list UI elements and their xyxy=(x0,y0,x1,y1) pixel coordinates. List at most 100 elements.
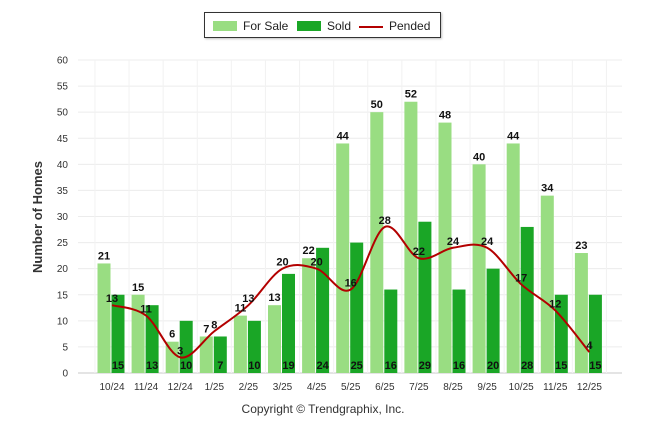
data-label-pended: 8 xyxy=(211,319,217,331)
y-tick-label: 50 xyxy=(57,108,69,119)
bar-sold[interactable] xyxy=(179,320,193,373)
pended-line xyxy=(111,225,591,359)
bars xyxy=(97,101,602,374)
y-tick-label: 5 xyxy=(62,342,68,353)
pended-series-line[interactable] xyxy=(111,225,591,359)
y-tick-label: 20 xyxy=(57,264,69,275)
bar-sold[interactable] xyxy=(486,268,500,373)
x-tick-label: 1/25 xyxy=(205,382,225,393)
data-label-sold: 24 xyxy=(316,360,329,372)
x-tick-label: 4/25 xyxy=(307,382,327,393)
data-label-sold: 13 xyxy=(146,360,158,372)
bar-for-sale[interactable] xyxy=(233,315,247,373)
x-tick-label: 7/25 xyxy=(409,382,429,393)
bar-sold[interactable] xyxy=(247,320,261,373)
data-label-pended: 4 xyxy=(586,340,593,352)
data-label-for-sale: 13 xyxy=(268,292,280,304)
data-label-for-sale: 22 xyxy=(302,245,314,257)
y-tick-label: 25 xyxy=(57,238,69,249)
bar-for-sale[interactable] xyxy=(268,305,281,373)
x-tick-label: 6/25 xyxy=(375,382,395,393)
bar-for-sale[interactable] xyxy=(540,195,554,373)
bar-sold[interactable] xyxy=(111,294,125,373)
data-label-pended: 16 xyxy=(345,278,357,290)
x-tick-label: 5/25 xyxy=(341,382,361,393)
data-label-sold: 10 xyxy=(248,360,260,372)
bar-sold[interactable] xyxy=(588,294,602,373)
bar-for-sale[interactable] xyxy=(199,336,213,373)
bar-for-sale[interactable] xyxy=(131,294,145,373)
x-tick-label: 11/25 xyxy=(543,382,568,393)
data-label-pended: 3 xyxy=(177,345,183,357)
x-tick-label: 11/24 xyxy=(134,382,159,393)
data-labels: 2115151361077111013192224442550165229481… xyxy=(98,89,602,372)
data-label-pended: 17 xyxy=(515,272,527,284)
bar-sold[interactable] xyxy=(213,336,227,373)
x-tick-label: 12/25 xyxy=(577,382,602,393)
bar-sold[interactable] xyxy=(384,289,398,373)
bar-sold[interactable] xyxy=(316,247,330,373)
data-label-sold: 10 xyxy=(180,360,192,372)
data-label-sold: 15 xyxy=(589,360,601,372)
x-tick-label: 9/25 xyxy=(477,382,497,393)
x-tick-label: 12/24 xyxy=(168,382,193,393)
data-label-for-sale: 34 xyxy=(541,183,554,195)
bar-sold[interactable] xyxy=(520,226,534,373)
data-label-pended: 28 xyxy=(379,215,391,227)
data-label-for-sale: 48 xyxy=(439,110,451,122)
y-tick-label: 45 xyxy=(57,134,69,145)
x-tick-label: 10/24 xyxy=(99,382,124,393)
bar-for-sale[interactable] xyxy=(574,253,588,373)
bar-for-sale[interactable] xyxy=(97,263,111,373)
data-label-for-sale: 50 xyxy=(371,99,383,111)
bar-sold[interactable] xyxy=(145,305,159,373)
data-label-sold: 29 xyxy=(419,360,431,372)
bar-for-sale[interactable] xyxy=(302,258,316,373)
data-label-sold: 25 xyxy=(351,360,363,372)
data-label-sold: 16 xyxy=(385,360,397,372)
data-label-for-sale: 6 xyxy=(169,329,175,341)
data-label-for-sale: 11 xyxy=(235,303,247,315)
x-tick-label: 10/25 xyxy=(509,382,534,393)
bar-sold[interactable] xyxy=(452,289,466,373)
bar-for-sale[interactable] xyxy=(438,122,452,373)
data-label-pended: 12 xyxy=(549,298,561,310)
data-label-sold: 20 xyxy=(487,360,499,372)
y-tick-label: 40 xyxy=(57,160,69,171)
data-label-pended: 22 xyxy=(413,246,425,258)
chart-legend: For Sale Sold Pended xyxy=(204,12,441,38)
bar-for-sale[interactable] xyxy=(336,143,350,373)
bar-sold[interactable] xyxy=(350,242,364,373)
data-label-for-sale: 23 xyxy=(575,240,587,252)
x-tick-label: 8/25 xyxy=(443,382,463,393)
data-label-for-sale: 44 xyxy=(337,130,350,142)
data-label-for-sale: 15 xyxy=(132,282,144,294)
data-label-pended: 13 xyxy=(242,293,254,305)
data-label-sold: 19 xyxy=(282,360,294,372)
legend-swatch-for-sale xyxy=(213,21,237,31)
data-label-pended: 24 xyxy=(447,236,460,248)
bar-sold[interactable] xyxy=(418,221,432,373)
bar-for-sale[interactable] xyxy=(404,101,418,373)
data-label-for-sale: 52 xyxy=(405,89,417,101)
data-label-pended: 20 xyxy=(310,257,322,269)
bar-for-sale[interactable] xyxy=(370,112,384,374)
y-tick-label: 60 xyxy=(57,56,69,67)
data-label-for-sale: 40 xyxy=(473,151,485,163)
copyright-text: Copyright © Trendgraphix, Inc. xyxy=(241,402,405,416)
data-label-pended: 20 xyxy=(276,257,288,269)
y-tick-label: 35 xyxy=(57,186,69,197)
legend-label-pended: Pended xyxy=(389,19,431,33)
bar-for-sale[interactable] xyxy=(472,164,486,373)
bar-for-sale[interactable] xyxy=(165,341,179,373)
data-label-pended: 24 xyxy=(481,236,494,248)
bar-for-sale[interactable] xyxy=(506,143,520,373)
y-tick-label: 10 xyxy=(57,316,69,327)
y-axis: 0 5 10 15 20 25 30 35 40 45 50 55 60 xyxy=(57,56,69,380)
x-tick-label: 3/25 xyxy=(273,382,293,393)
legend-label-sold: Sold xyxy=(327,19,352,33)
data-label-sold: 28 xyxy=(521,360,533,372)
bar-sold[interactable] xyxy=(282,273,295,373)
x-tick-label: 2/25 xyxy=(239,382,259,393)
